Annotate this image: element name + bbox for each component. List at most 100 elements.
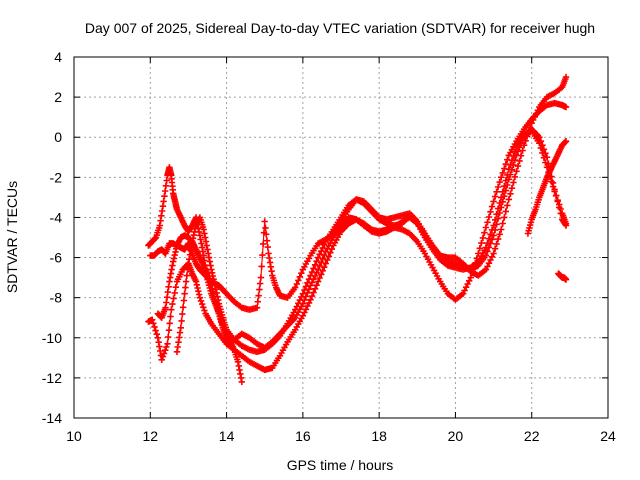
data-point — [537, 138, 545, 145]
data-point — [519, 136, 526, 143]
data-point — [499, 198, 506, 205]
data-point — [179, 310, 186, 318]
data-point — [540, 146, 548, 153]
data-point — [238, 378, 245, 386]
data-point — [510, 179, 517, 186]
data-point — [319, 255, 326, 262]
data-point — [501, 214, 508, 221]
data-point — [502, 208, 509, 215]
data-point — [562, 103, 570, 111]
data-point — [184, 266, 191, 273]
x-tick-label: 18 — [371, 428, 387, 444]
data-point — [262, 224, 269, 232]
data-point — [490, 232, 497, 239]
series-track-5 — [173, 126, 570, 355]
x-tick-label: 22 — [524, 428, 540, 444]
data-point — [562, 222, 570, 229]
data-point — [162, 347, 169, 354]
data-point — [182, 284, 189, 291]
y-tick-label: -2 — [50, 169, 63, 185]
data-point — [508, 166, 516, 173]
data-point — [508, 185, 516, 192]
data-point — [556, 204, 563, 211]
data-point — [505, 196, 512, 203]
data-point — [182, 278, 190, 285]
data-point — [485, 213, 493, 221]
data-point — [505, 176, 512, 183]
data-point — [256, 286, 263, 293]
data-point — [484, 219, 491, 226]
data-point — [498, 226, 505, 233]
x-tick-label: 14 — [219, 428, 235, 444]
data-point — [299, 290, 307, 297]
data-point — [263, 231, 270, 238]
data-point — [167, 313, 174, 320]
data-point — [171, 289, 178, 297]
data-point — [491, 226, 499, 234]
data-point — [153, 331, 160, 338]
data-point — [493, 221, 500, 228]
data-point — [196, 294, 204, 301]
data-point — [149, 316, 156, 323]
data-point — [267, 263, 274, 270]
y-tick-labels: 4 2 0 -2 -4 -6 -8 -10 -12 -14 — [42, 49, 62, 426]
data-series — [145, 73, 570, 386]
axis-ticks — [73, 56, 609, 419]
series-track-7 — [555, 270, 570, 283]
data-point — [511, 156, 519, 164]
data-point — [487, 231, 494, 238]
data-point — [168, 306, 175, 313]
x-tick-label: 12 — [142, 428, 158, 444]
data-point — [327, 249, 334, 256]
data-point — [166, 320, 173, 327]
data-point — [501, 193, 508, 200]
x-tick-label: 16 — [295, 428, 311, 444]
data-point — [201, 307, 208, 314]
data-point — [514, 162, 522, 170]
data-point — [562, 276, 570, 283]
data-point — [499, 169, 506, 177]
data-point — [513, 168, 520, 175]
data-point — [318, 259, 325, 266]
data-point — [316, 262, 323, 270]
data-point — [494, 215, 502, 222]
data-point — [488, 236, 496, 243]
data-point — [510, 161, 517, 169]
data-point — [499, 220, 506, 227]
data-point — [517, 140, 525, 147]
x-axis-title: GPS time / hours — [287, 457, 394, 473]
data-point — [259, 251, 266, 259]
data-point — [295, 277, 302, 284]
data-point — [493, 188, 500, 195]
data-point — [478, 239, 485, 247]
data-point — [562, 138, 570, 145]
data-point — [310, 289, 317, 296]
data-point — [307, 296, 314, 303]
data-point — [542, 159, 549, 166]
data-point — [165, 327, 173, 334]
data-point — [260, 240, 267, 248]
data-point — [485, 244, 493, 251]
data-point — [159, 353, 167, 360]
data-point — [496, 231, 503, 238]
data-point — [163, 343, 170, 351]
data-point — [487, 208, 494, 215]
data-point — [511, 173, 519, 181]
data-point — [498, 174, 505, 181]
data-point — [254, 298, 261, 305]
data-point — [490, 250, 497, 257]
data-point — [488, 203, 496, 210]
x-tick-labels: 10 12 14 16 18 20 22 24 — [66, 428, 616, 444]
data-point — [481, 229, 488, 236]
data-point — [539, 142, 546, 149]
data-point — [308, 292, 316, 300]
data-point — [199, 300, 206, 308]
data-point — [513, 152, 520, 159]
data-point — [496, 178, 503, 186]
data-point — [494, 183, 502, 191]
data-point — [543, 154, 551, 161]
data-point — [314, 266, 322, 273]
data-point — [494, 235, 502, 243]
data-point — [179, 304, 187, 311]
data-point — [258, 263, 265, 270]
